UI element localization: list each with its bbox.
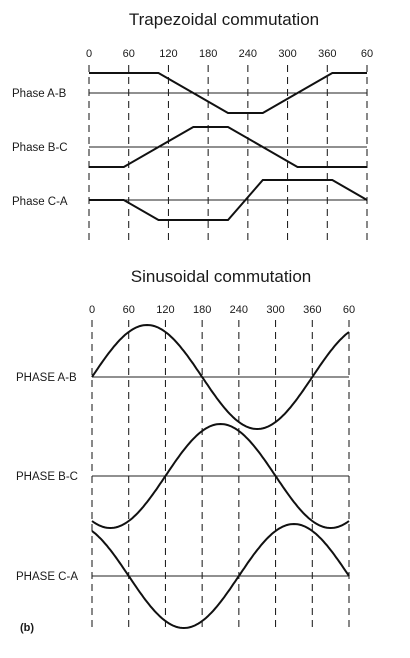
sin-phase-wave [91,323,350,431]
trap-tick-label: 0 [86,48,92,60]
trap-phase-wave [89,126,367,168]
trap-tick-label: 60 [361,48,373,60]
trapezoidal-tick-labels: 0 60 120 180 240 300 360 60 [86,48,373,60]
sin-phase-wave [91,522,350,630]
sin-tick-label: 360 [303,304,321,316]
trapezoidal-grid [88,65,368,243]
trap-phase-1: Phase B-C [12,126,367,168]
sin-phase-label: PHASE C-A [16,571,78,583]
trap-phase-2: Phase C-A [12,179,368,221]
trap-phase-label: Phase A-B [12,88,67,100]
sin-phase-0: PHASE A-B [16,323,350,431]
trap-phase-wave [89,179,368,221]
trap-phase-label: Phase C-A [12,196,68,208]
figure-caption: (b) [20,622,34,634]
sin-tick-label: 120 [156,304,174,316]
sin-tick-label: 0 [89,304,95,316]
trap-tick-label: 180 [199,48,217,60]
sin-tick-label: 240 [230,304,248,316]
sinusoidal-title: Sinusoidal commutation [131,267,311,286]
trap-phase-wave [89,72,367,114]
sin-tick-label: 60 [123,304,135,316]
trap-tick-label: 300 [278,48,296,60]
trap-tick-label: 360 [318,48,336,60]
sin-tick-label: 180 [193,304,211,316]
sin-phase-label: PHASE B-C [16,471,78,483]
sin-phase-1: PHASE B-C [16,422,350,530]
trap-tick-label: 120 [159,48,177,60]
trap-tick-label: 60 [123,48,135,60]
trap-phase-label: Phase B-C [12,142,68,154]
trapezoidal-phases: Phase A-B Phase B-C Phase C-A [12,72,368,221]
trapezoidal-title: Trapezoidal commutation [129,10,319,29]
trap-tick-label: 240 [239,48,257,60]
sin-phase-wave [91,422,350,530]
sinusoidal-grid [91,320,350,628]
sinusoidal-phases: PHASE A-B PHASE B-C PHASE C-A [16,323,350,630]
trap-phase-0: Phase A-B [12,72,367,114]
sin-tick-label: 60 [343,304,355,316]
sinusoidal-tick-labels: 0 60 120 180 240 300 360 60 [89,304,355,316]
sin-tick-label: 300 [266,304,284,316]
sin-phase-label: PHASE A-B [16,372,77,384]
sin-phase-2: PHASE C-A [16,522,350,630]
